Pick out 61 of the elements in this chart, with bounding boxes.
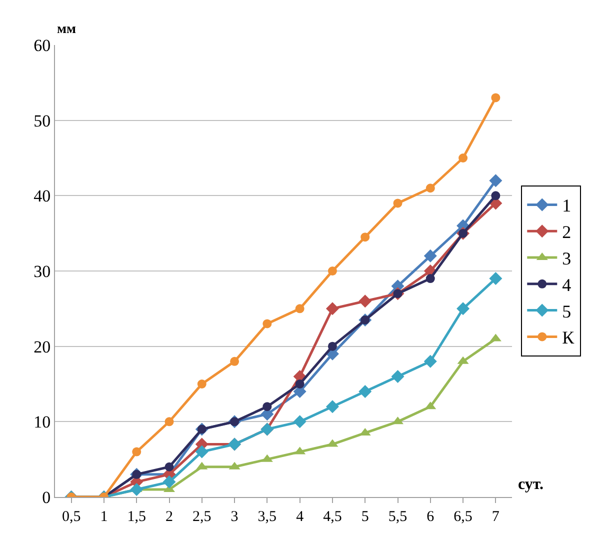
x-tick-label: 4 bbox=[296, 509, 304, 525]
point bbox=[164, 417, 174, 426]
legend-label: 5 bbox=[562, 301, 572, 322]
point bbox=[295, 380, 304, 388]
x-tick-label: 1 bbox=[100, 509, 108, 525]
point bbox=[424, 249, 437, 262]
point bbox=[424, 354, 437, 368]
point bbox=[491, 191, 500, 200]
point bbox=[230, 356, 240, 366]
point bbox=[295, 304, 304, 314]
point bbox=[130, 482, 144, 496]
point bbox=[164, 462, 174, 472]
x-axis-title: сут. bbox=[518, 476, 544, 493]
y-tick-label: 40 bbox=[34, 186, 51, 206]
point bbox=[458, 154, 468, 162]
x-tick-label: 4,5 bbox=[323, 509, 342, 525]
point bbox=[326, 400, 339, 414]
point bbox=[491, 93, 500, 102]
legend-label: 2 bbox=[562, 222, 572, 242]
y-tick-label: 50 bbox=[34, 111, 51, 130]
legend-label: 1 bbox=[562, 196, 572, 216]
point bbox=[197, 380, 206, 388]
x-tick-label: 3 bbox=[230, 509, 238, 525]
x-tick-label: 7 bbox=[492, 509, 500, 525]
point bbox=[358, 294, 372, 308]
x-tick-label: 3,5 bbox=[258, 509, 277, 525]
legend-label: 4 bbox=[562, 274, 572, 295]
legend-label: К bbox=[562, 328, 576, 348]
y-tick-label: 20 bbox=[34, 337, 51, 356]
point bbox=[489, 174, 502, 188]
point bbox=[326, 302, 339, 316]
x-tick-label: 0,5 bbox=[62, 509, 81, 525]
y-tick-label: 0 bbox=[42, 488, 51, 507]
point bbox=[393, 198, 402, 208]
x-tick-label: 1,5 bbox=[127, 509, 146, 525]
point bbox=[262, 402, 272, 412]
point bbox=[358, 385, 372, 398]
point bbox=[426, 184, 435, 193]
y-tick-label: 60 bbox=[34, 36, 51, 55]
point bbox=[456, 302, 470, 316]
point bbox=[132, 447, 142, 456]
point bbox=[328, 266, 337, 276]
x-tick-label: 2 bbox=[166, 509, 173, 525]
y-axis-title: мм bbox=[57, 22, 77, 37]
x-tick-label: 6 bbox=[426, 509, 435, 525]
point bbox=[262, 319, 272, 328]
x-tick-label: 5,5 bbox=[388, 509, 408, 525]
y-tick-label: 30 bbox=[34, 262, 51, 281]
point bbox=[293, 415, 306, 428]
point bbox=[360, 232, 370, 242]
legend-label: 3 bbox=[562, 248, 572, 269]
point bbox=[328, 342, 337, 351]
point bbox=[162, 475, 176, 488]
x-tick-label: 2,5 bbox=[192, 509, 212, 525]
point bbox=[426, 274, 435, 284]
x-tick-label: 6,5 bbox=[454, 509, 472, 525]
x-tick-label: 5 bbox=[361, 509, 369, 525]
point bbox=[489, 272, 502, 286]
y-tick-label: 10 bbox=[34, 412, 51, 432]
point bbox=[195, 445, 208, 458]
point bbox=[391, 370, 404, 383]
